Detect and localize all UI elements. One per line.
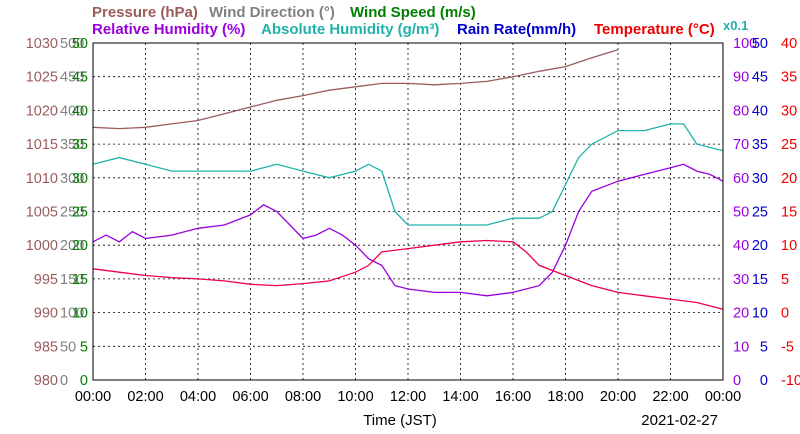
- y-tick-label-rain: 0: [760, 373, 768, 389]
- title-temperature: Temperature (°C): [594, 21, 715, 38]
- y-tick-label-temp: 5: [781, 272, 789, 288]
- y-tick-label-rel-hum: 60: [733, 171, 749, 187]
- abs-humidity-factor: x0.1: [723, 18, 748, 33]
- y-tick-label-wind-dir: 450: [60, 70, 84, 86]
- y-tick-label-temp: -10: [781, 373, 800, 389]
- y-tick-label-wind-dir: 350: [60, 137, 84, 153]
- x-tick-label: 18:00: [547, 389, 583, 405]
- series-line-rel_hum: [92, 163, 724, 297]
- x-tick-label: 00:00: [705, 389, 741, 405]
- y-tick-label-rel-hum: 100: [733, 36, 757, 52]
- y-tick-label-rain: 30: [752, 171, 768, 187]
- series-line-abs_hum: [92, 123, 724, 226]
- y-tick-label-wind-speed: 30: [72, 171, 88, 187]
- title-absolute-humidity: Absolute Humidity (g/m³): [261, 21, 439, 38]
- x-tick-label: 16:00: [495, 389, 531, 405]
- title-relative-humidity: Relative Humidity (%): [92, 21, 245, 38]
- y-tick-label-rain: 15: [752, 272, 768, 288]
- x-tick-label: 20:00: [600, 389, 636, 405]
- y-tick-label-pressure: 980: [34, 373, 58, 389]
- y-tick-label-rain: 25: [752, 205, 768, 221]
- plot-area: [92, 43, 724, 380]
- y-tick-label-temp: 25: [781, 137, 797, 153]
- y-tick-label-pressure: 1025: [26, 70, 58, 86]
- y-tick-label-temp: 15: [781, 205, 797, 221]
- x-tick-label: 08:00: [285, 389, 321, 405]
- series-line-pressure: [92, 49, 619, 130]
- y-tick-label-wind-speed: 5: [80, 339, 88, 355]
- y-tick-label-pressure: 985: [34, 339, 58, 355]
- plot-frame: [92, 42, 724, 381]
- chart-date: 2021-02-27: [641, 412, 718, 429]
- y-tick-label-temp: 35: [781, 70, 797, 86]
- y-tick-label-wind-speed: 50: [72, 36, 88, 52]
- y-tick-label-temp: 20: [781, 171, 797, 187]
- y-tick-label-temp: 10: [781, 238, 797, 254]
- x-tick-label: 10:00: [337, 389, 373, 405]
- y-tick-label-temp: 0: [781, 306, 789, 322]
- y-tick-label-rel-hum: 90: [733, 70, 749, 86]
- y-tick-label-rel-hum: 30: [733, 272, 749, 288]
- x-tick-label: 06:00: [232, 389, 268, 405]
- y-tick-label-pressure: 1000: [26, 238, 58, 254]
- series-line-temp: [92, 239, 724, 310]
- y-tick-label-rain: 50: [752, 36, 768, 52]
- y-tick-label-wind-dir: 200: [60, 238, 84, 254]
- y-tick-label-pressure: 1020: [26, 103, 58, 119]
- y-tick-label-rel-hum: 70: [733, 137, 749, 153]
- y-tick-label-pressure: 1010: [26, 171, 58, 187]
- y-tick-label-temp: -5: [781, 339, 794, 355]
- y-tick-label-wind-speed: 40: [72, 103, 88, 119]
- y-tick-label-pressure: 1030: [26, 36, 58, 52]
- axes: 1030102510201015101010051000995990985980…: [26, 36, 800, 405]
- y-tick-label-temp: 40: [781, 36, 797, 52]
- y-tick-label-rain: 5: [760, 339, 768, 355]
- y-tick-label-pressure: 990: [34, 306, 58, 322]
- y-tick-label-rel-hum: 80: [733, 103, 749, 119]
- y-tick-label-wind-dir: 300: [60, 171, 84, 187]
- x-tick-label: 02:00: [127, 389, 163, 405]
- y-tick-label-pressure: 995: [34, 272, 58, 288]
- x-axis-label: Time (JST): [363, 412, 437, 429]
- y-tick-label-wind-speed: 45: [72, 70, 88, 86]
- chart-titles: Pressure (hPa) Wind Direction (°) Wind S…: [92, 4, 748, 38]
- title-rain-rate: Rain Rate(mm/h): [457, 21, 576, 38]
- x-tick-label: 14:00: [442, 389, 478, 405]
- y-tick-label-rain: 40: [752, 103, 768, 119]
- y-tick-label-wind-dir: 400: [60, 103, 84, 119]
- y-tick-label-wind-speed: 25: [72, 205, 88, 221]
- x-tick-label: 04:00: [180, 389, 216, 405]
- y-tick-label-rain: 20: [752, 238, 768, 254]
- x-tick-label: 12:00: [390, 389, 426, 405]
- y-tick-label-pressure: 1005: [26, 205, 58, 221]
- y-tick-label-wind-dir: 500: [60, 36, 84, 52]
- y-tick-label-temp: 30: [781, 103, 797, 119]
- y-tick-label-wind-speed: 15: [72, 272, 88, 288]
- title-wind-direction: Wind Direction (°): [209, 4, 335, 21]
- y-tick-label-wind-dir: 0: [60, 373, 68, 389]
- y-tick-label-wind-dir: 100: [60, 306, 84, 322]
- title-pressure: Pressure (hPa): [92, 4, 198, 21]
- title-wind-speed: Wind Speed (m/s): [350, 4, 476, 21]
- y-tick-label-rain: 45: [752, 70, 768, 86]
- y-tick-label-wind-speed: 0: [80, 373, 88, 389]
- y-tick-label-rain: 10: [752, 306, 768, 322]
- x-tick-label: 00:00: [75, 389, 111, 405]
- y-tick-label-wind-dir: 250: [60, 205, 84, 221]
- y-tick-label-wind-dir: 50: [60, 339, 76, 355]
- y-tick-label-wind-speed: 10: [72, 306, 88, 322]
- y-tick-label-wind-dir: 150: [60, 272, 84, 288]
- y-tick-label-rel-hum: 10: [733, 339, 749, 355]
- y-tick-label-wind-speed: 35: [72, 137, 88, 153]
- y-tick-label-rel-hum: 40: [733, 238, 749, 254]
- y-tick-label-rain: 35: [752, 137, 768, 153]
- y-tick-label-rel-hum: 50: [733, 205, 749, 221]
- pressure-title: Pressure (hPa): [92, 4, 198, 21]
- x-tick-label: 22:00: [652, 389, 688, 405]
- y-tick-label-wind-speed: 20: [72, 238, 88, 254]
- y-tick-label-pressure: 1015: [26, 137, 58, 153]
- y-tick-label-rel-hum: 0: [733, 373, 741, 389]
- y-tick-label-rel-hum: 20: [733, 306, 749, 322]
